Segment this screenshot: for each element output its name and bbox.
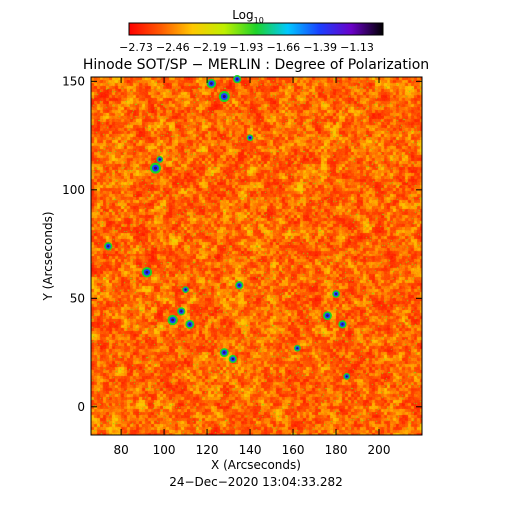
polarized-patch	[235, 281, 244, 290]
x-tick-label: 160	[282, 443, 305, 457]
x-tick-label: 100	[153, 443, 176, 457]
polarized-patch	[167, 314, 178, 326]
colorbar-tick-label: −2.73	[119, 41, 153, 54]
polarized-patch	[182, 286, 190, 294]
colorbar-label: Log10	[232, 8, 264, 25]
x-axis-label: X (Arcseconds)	[211, 458, 301, 472]
colorbar-tick-label: −2.46	[156, 41, 190, 54]
polarized-patch	[218, 91, 230, 103]
y-tick-label: 100	[62, 183, 85, 197]
colorbar-tick-label: −1.66	[266, 41, 300, 54]
y-tick-label: 0	[77, 400, 85, 414]
polarized-patch	[185, 319, 195, 329]
x-tick-label: 140	[239, 443, 262, 457]
x-tick-label: 200	[368, 443, 391, 457]
polarized-patch	[246, 134, 254, 142]
heatmap-image	[91, 77, 422, 435]
chart-title: Hinode SOT/SP − MERLIN : Degree of Polar…	[83, 57, 429, 73]
polarized-patch	[228, 354, 237, 364]
colorbar-tick-label: −1.93	[230, 41, 264, 54]
x-tick-label: 180	[325, 443, 348, 457]
polarized-patch	[338, 320, 347, 329]
y-tick-label: 50	[70, 291, 85, 305]
x-tick-label: 80	[113, 443, 128, 457]
polarized-patches	[104, 75, 351, 380]
polarized-patch	[233, 75, 242, 84]
colorbar-tick-label: −1.39	[303, 41, 337, 54]
polarized-patch	[156, 156, 164, 163]
colorbar-tick-label: −1.13	[340, 41, 374, 54]
polarized-patch	[177, 307, 186, 316]
polarized-patch	[293, 344, 301, 352]
timestamp: 24−Dec−2020 13:04:33.282	[169, 475, 343, 489]
x-tick-label: 120	[196, 443, 219, 457]
colorbar-label-sub: 10	[254, 16, 264, 25]
x-axis: 80 100 120 140 160 180 200	[113, 77, 390, 457]
polarized-patch	[206, 78, 217, 89]
y-axis: 0 50 100 150	[62, 74, 422, 414]
polarized-patch	[141, 267, 153, 278]
polarized-patch	[322, 311, 332, 321]
plot-frame	[90, 76, 423, 436]
polarized-patch	[149, 162, 161, 174]
plot-area	[90, 75, 423, 436]
colorbar-ticks: −2.73 −2.46 −2.19 −1.93 −1.66 −1.39 −1.13	[119, 41, 374, 54]
colorbar	[128, 22, 384, 36]
colorbar-label-main: Log	[232, 8, 253, 22]
colorbar-tick-label: −2.19	[193, 41, 227, 54]
polarized-patch	[332, 290, 340, 298]
y-axis-label: Y (Arcseconds)	[41, 211, 55, 301]
y-tick-label: 150	[62, 74, 85, 88]
polarized-patch	[219, 348, 229, 358]
polarized-patch	[343, 372, 351, 380]
polarized-patch	[104, 242, 113, 251]
